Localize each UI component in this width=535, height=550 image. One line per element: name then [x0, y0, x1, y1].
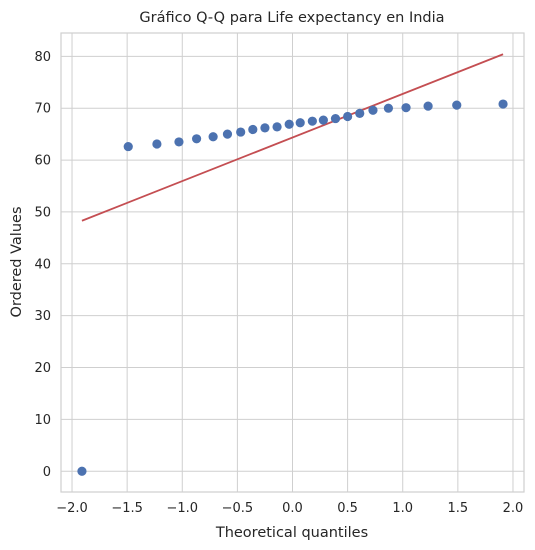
- y-tick-label: 20: [34, 361, 51, 376]
- y-tick-labels: 0 10 20 30 40 50 60 70 80: [34, 50, 51, 480]
- data-point: [236, 127, 246, 137]
- y-tick-label: 50: [34, 205, 51, 220]
- data-point: [191, 134, 202, 144]
- data-points-layer: [77, 99, 508, 476]
- fit-line-layer: [81, 53, 504, 222]
- data-point: [208, 132, 218, 142]
- x-tick-label: 1.0: [392, 501, 413, 516]
- data-point: [248, 124, 258, 135]
- data-point: [123, 141, 133, 152]
- data-point: [295, 118, 305, 128]
- data-point: [498, 99, 508, 109]
- x-axis-label: Theoretical quantiles: [215, 525, 368, 541]
- x-tick-label: 0.5: [337, 501, 358, 516]
- y-tick-label: 0: [43, 465, 51, 480]
- chart-title: Gráfico Q-Q para Life expectancy en Indi…: [139, 10, 444, 26]
- data-point: [401, 103, 411, 113]
- data-point: [222, 129, 233, 139]
- y-tick-label: 30: [34, 309, 51, 324]
- data-point: [330, 113, 341, 124]
- x-tick-label: 2.0: [503, 501, 524, 516]
- x-tick-label: −2.0: [56, 501, 88, 516]
- y-axis-label: Ordered Values: [9, 207, 25, 318]
- data-point: [452, 100, 462, 110]
- data-point: [152, 139, 162, 149]
- y-tick-label: 10: [34, 413, 51, 428]
- x-tick-label: −1.0: [166, 501, 198, 516]
- data-point: [284, 119, 294, 129]
- data-point: [307, 116, 317, 126]
- x-tick-label: 1.5: [448, 501, 469, 516]
- data-point: [368, 105, 378, 115]
- data-point: [272, 122, 282, 132]
- x-tick-labels: −2.0 −1.5 −1.0 −0.5 0.0 0.5 1.0 1.5 2.0: [56, 501, 523, 516]
- x-tick-label: −0.5: [222, 501, 254, 516]
- y-tick-label: 40: [34, 257, 51, 272]
- data-point: [343, 111, 353, 122]
- y-tick-label: 60: [34, 154, 51, 169]
- data-point: [423, 101, 433, 111]
- y-tick-label: 70: [34, 102, 51, 117]
- data-point: [174, 137, 184, 147]
- data-point: [355, 108, 365, 118]
- x-tick-label: 0.0: [282, 501, 303, 516]
- y-tick-label: 80: [34, 50, 51, 65]
- data-point: [77, 466, 87, 476]
- fit-line: [81, 53, 504, 222]
- data-point: [383, 103, 394, 113]
- plot-frame: [60, 32, 525, 493]
- data-point: [318, 115, 328, 125]
- x-tick-label: −1.5: [111, 501, 143, 516]
- data-point: [260, 123, 270, 133]
